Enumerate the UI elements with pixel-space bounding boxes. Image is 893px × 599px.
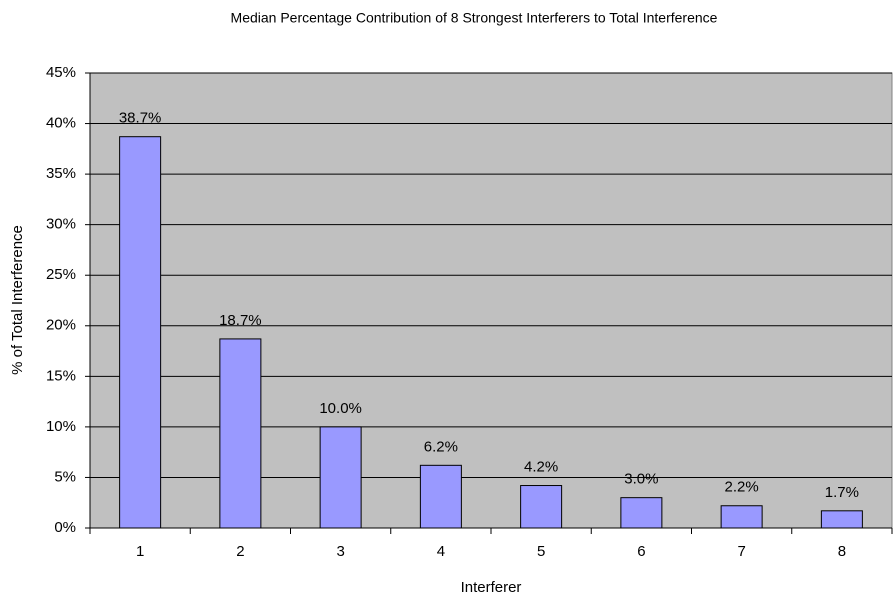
bar [219, 338, 262, 529]
y-tick-label: 45% [46, 64, 76, 81]
bar [419, 464, 462, 529]
y-tick-label: 20% [46, 317, 76, 334]
x-tick-label: 7 [737, 543, 745, 560]
bar [620, 497, 663, 529]
x-tick-label: 3 [336, 543, 344, 560]
x-tick-label: 5 [537, 543, 545, 560]
chart-title: Median Percentage Contribution of 8 Stro… [231, 10, 718, 26]
y-axis-label: % of Total Interference [9, 225, 26, 375]
plot-area [89, 72, 893, 529]
y-tick-label: 0% [54, 519, 76, 536]
bar [820, 510, 863, 529]
x-tick-label: 6 [637, 543, 645, 560]
y-tick-label: 5% [54, 468, 76, 485]
value-label: 3.0% [624, 471, 658, 488]
value-label: 6.2% [424, 438, 458, 455]
bar [319, 426, 362, 529]
value-label: 4.2% [524, 459, 558, 476]
x-tick-label: 1 [136, 543, 144, 560]
bar [119, 136, 162, 529]
bar [720, 505, 763, 529]
x-tick-label: 2 [236, 543, 244, 560]
x-tick-label: 8 [838, 543, 846, 560]
y-tick-label: 10% [46, 418, 76, 435]
y-tick-label: 35% [46, 165, 76, 182]
value-label: 2.2% [725, 479, 759, 496]
y-tick-label: 15% [46, 367, 76, 384]
y-tick-label: 25% [46, 266, 76, 283]
value-label: 18.7% [219, 312, 262, 329]
y-tick-label: 40% [46, 115, 76, 132]
bar [520, 485, 563, 529]
value-label: 1.7% [825, 484, 859, 501]
x-tick-label: 4 [437, 543, 445, 560]
x-axis-label: Interferer [461, 579, 522, 596]
value-label: 38.7% [119, 110, 162, 127]
value-label: 10.0% [319, 400, 362, 417]
y-tick-label: 30% [46, 216, 76, 233]
